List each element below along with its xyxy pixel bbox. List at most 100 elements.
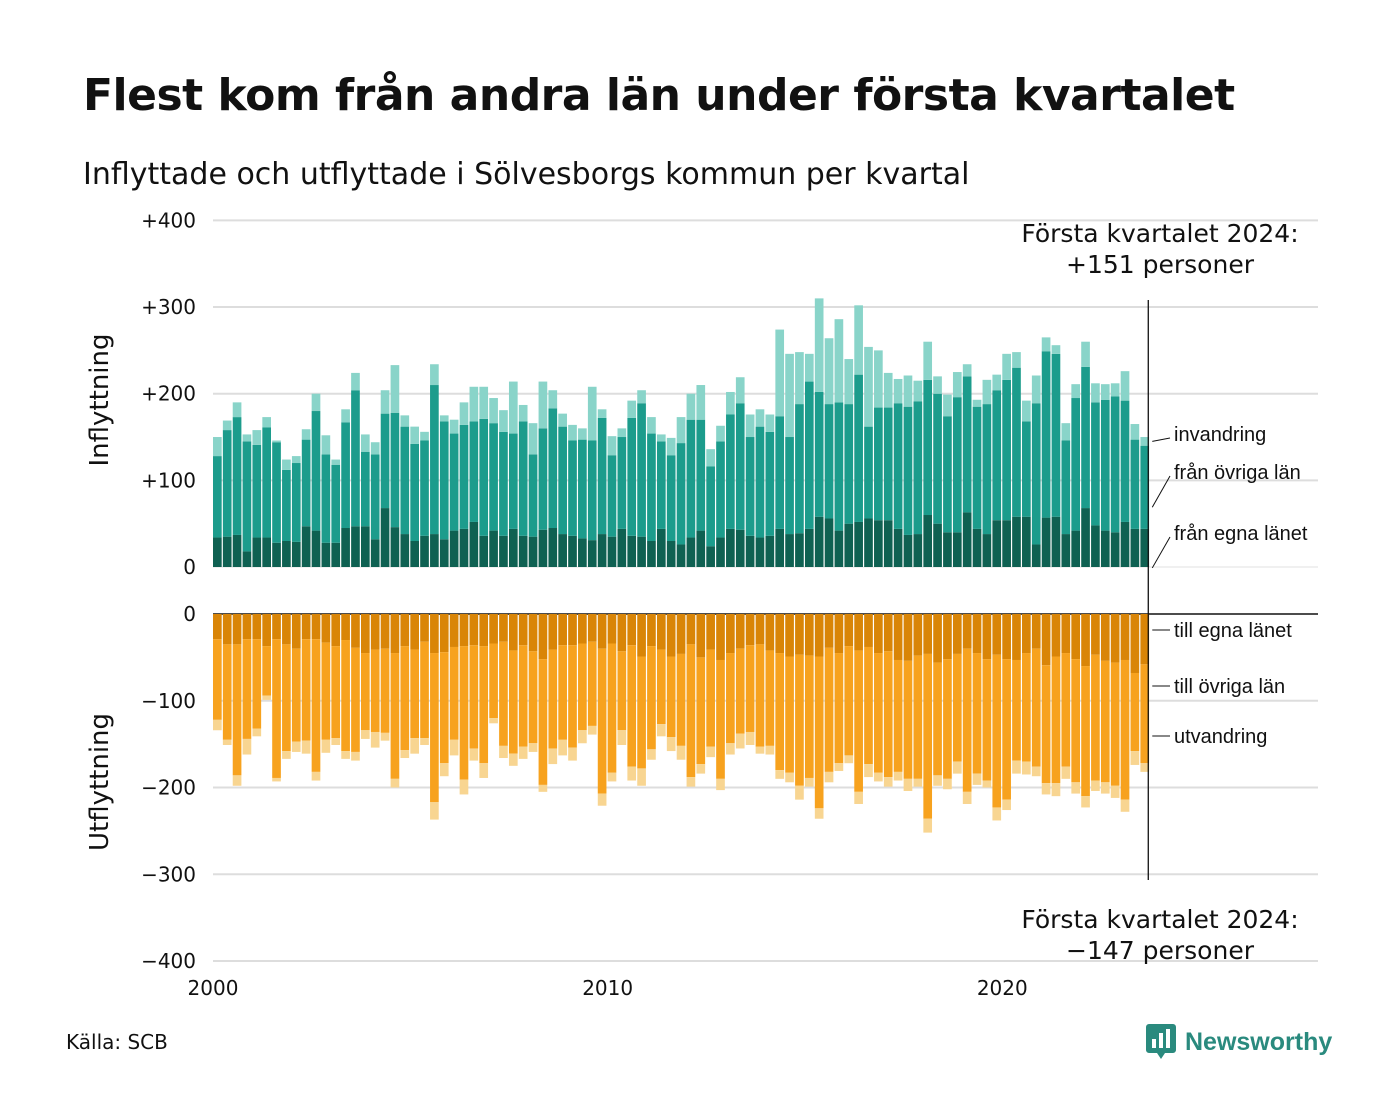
bar-segment: [1120, 371, 1130, 401]
bar-segment: [874, 614, 883, 654]
bar-segment: [795, 404, 804, 534]
bar-segment: [518, 535, 528, 567]
bar-segment: [745, 731, 755, 745]
bar-segment: [459, 779, 469, 795]
bar-segment: [676, 417, 686, 444]
bar-segment: [410, 443, 419, 542]
bar-segment: [430, 534, 439, 567]
bar-segment: [795, 614, 804, 655]
bar-segment: [489, 718, 498, 724]
bar-segment: [449, 739, 459, 756]
bar-segment: [1110, 614, 1120, 663]
bar-segment: [489, 614, 498, 644]
bar-segment: [1120, 799, 1130, 812]
bar-segment: [1120, 659, 1130, 800]
bar-segment: [607, 536, 617, 567]
bar-segment: [1022, 400, 1031, 422]
bar-segment: [943, 532, 952, 567]
bar-segment: [301, 614, 311, 640]
bar-segment: [390, 614, 400, 654]
bar-segment: [913, 655, 923, 779]
bar-segment: [242, 441, 252, 552]
bar-segment: [656, 434, 666, 442]
bar-segment: [232, 402, 242, 418]
bar-segment: [449, 646, 459, 740]
bar-segment: [1041, 517, 1051, 567]
bar-segment: [469, 645, 479, 749]
bar-segment: [893, 378, 903, 404]
bar-segment: [390, 412, 400, 528]
label-leader-line: [1151, 475, 1171, 508]
x-tick-labels: 2000 2010 2020: [188, 976, 1028, 1000]
bar-segment: [282, 459, 291, 470]
bar-segment: [558, 645, 567, 740]
bar-segment: [785, 437, 794, 535]
bar-segment: [301, 740, 311, 754]
bar-segment: [686, 419, 696, 538]
bar-segment: [1120, 614, 1130, 660]
bar-segment: [1120, 521, 1130, 567]
bar-segment: [824, 404, 834, 519]
bar-segment: [785, 656, 794, 773]
bar-segment: [686, 537, 696, 567]
bar-segment: [844, 614, 854, 647]
bar-segment: [923, 379, 933, 516]
bar-segment: [282, 751, 291, 759]
bar-segment: [479, 386, 489, 419]
bar-segment: [923, 614, 933, 654]
bar-segment: [972, 773, 982, 785]
bar-segment: [282, 541, 291, 567]
bar-segment: [1100, 530, 1110, 567]
bar-segment: [765, 535, 775, 567]
bar-segment: [637, 403, 646, 537]
bar-segment: [656, 528, 666, 567]
bar-segment: [785, 353, 794, 438]
bar-segment: [844, 646, 854, 756]
bar-segment: [1100, 384, 1110, 400]
bar-segment: [716, 441, 725, 538]
bar-segment: [469, 386, 479, 422]
bar-segment: [686, 614, 696, 645]
bar-segment: [360, 730, 370, 739]
bar-segment: [587, 725, 597, 735]
bar-segment: [923, 515, 933, 567]
bar-segment: [627, 645, 637, 767]
bar-segment: [814, 391, 824, 517]
series-label-inflow: från övriga län: [1174, 462, 1301, 484]
bar-segment: [282, 469, 291, 541]
bar-segment: [745, 645, 755, 732]
bar-segment: [528, 743, 538, 752]
bar-segment: [1071, 530, 1081, 567]
bar-segment: [508, 381, 518, 434]
bar-segment: [706, 649, 715, 747]
bar-segment: [804, 655, 814, 778]
y-tick-labels: 0 +100 +200 +300 +400 0 −100 −200 −300 −400: [141, 208, 196, 973]
bar-segment: [213, 537, 222, 567]
bar-segment: [351, 647, 360, 752]
bar-segment: [558, 739, 567, 756]
bar-segment: [952, 372, 962, 398]
bar-segment: [321, 739, 331, 753]
bar-segment: [222, 644, 232, 740]
bar-segment: [607, 455, 617, 537]
bar-segment: [676, 653, 686, 746]
bar-segment: [726, 414, 735, 529]
y-tick-label-bottom: −300: [141, 862, 196, 886]
bar-segment: [775, 770, 785, 779]
bar-segment: [696, 764, 706, 774]
bar-segment: [331, 464, 341, 543]
bar-segment: [439, 415, 449, 422]
bar-segment: [647, 614, 656, 647]
bar-segment: [449, 530, 459, 567]
bar-segment: [380, 648, 390, 733]
bar-segment: [864, 518, 873, 567]
y-tick-label-top: +100: [141, 468, 196, 492]
bar-segment: [982, 780, 992, 788]
bar-segment: [795, 654, 804, 786]
bar-segment: [528, 614, 538, 652]
bar-segment: [962, 364, 972, 377]
bar-segment: [666, 437, 676, 456]
bar-segment: [242, 639, 252, 739]
bar-segment: [232, 534, 242, 567]
bar-segment: [272, 542, 281, 567]
